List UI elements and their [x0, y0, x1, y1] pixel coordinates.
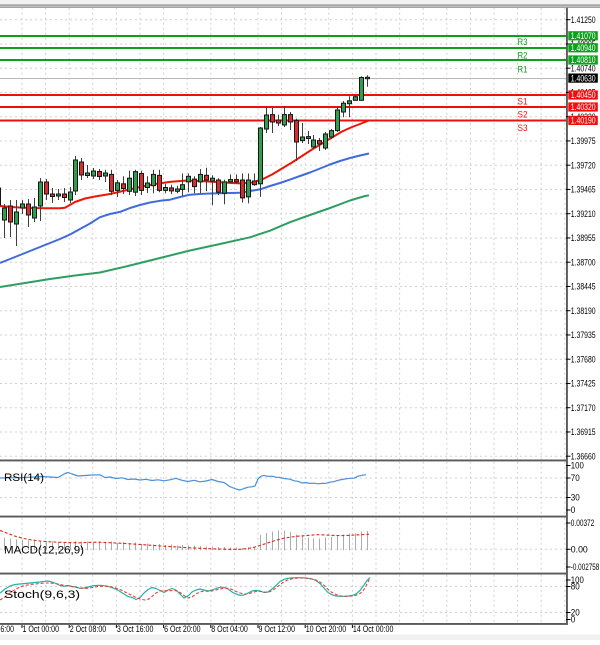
svg-text:3 Oct 16:00: 3 Oct 16:00	[117, 624, 153, 634]
svg-text:1.37680: 1.37680	[571, 354, 596, 364]
svg-text:6 Oct 20:00: 6 Oct 20:00	[164, 624, 201, 634]
svg-text:1.39210: 1.39210	[571, 209, 596, 219]
svg-text:1.39465: 1.39465	[571, 185, 596, 195]
svg-text:1.36660: 1.36660	[571, 451, 596, 461]
svg-text:20: 20	[571, 608, 580, 618]
svg-text:1.36915: 1.36915	[571, 427, 596, 437]
svg-text:0.00: 0.00	[571, 545, 588, 555]
svg-text:S3: S3	[518, 123, 528, 134]
svg-text:100: 100	[571, 575, 584, 585]
svg-text:S1: S1	[518, 97, 528, 108]
svg-text:1.41070: 1.41070	[571, 31, 596, 41]
svg-text:1.38190: 1.38190	[571, 306, 596, 316]
svg-text:1.38700: 1.38700	[571, 257, 596, 267]
svg-text:R3: R3	[518, 37, 528, 48]
svg-text:1.40940: 1.40940	[571, 43, 596, 53]
svg-text:70: 70	[571, 473, 580, 483]
svg-text:100: 100	[571, 461, 584, 471]
svg-text:1.40450: 1.40450	[571, 90, 596, 100]
svg-text:16:00: 16:00	[0, 624, 14, 634]
svg-text:0.00372: 0.00372	[571, 518, 595, 528]
svg-text:10 Oct 20:00: 10 Oct 20:00	[306, 624, 347, 634]
svg-text:2 Oct 08:00: 2 Oct 08:00	[70, 624, 107, 634]
svg-text:0: 0	[571, 505, 576, 515]
svg-text:Stoch(9,6,3): Stoch(9,6,3)	[4, 589, 80, 601]
svg-text:1.37425: 1.37425	[571, 379, 596, 389]
svg-text:1.38955: 1.38955	[571, 233, 596, 243]
svg-text:1.40630: 1.40630	[571, 73, 596, 83]
svg-text:S2: S2	[518, 110, 528, 121]
svg-text:1.39720: 1.39720	[571, 160, 596, 170]
svg-text:1.37170: 1.37170	[571, 403, 596, 413]
svg-text:8 Oct 04:00: 8 Oct 04:00	[211, 624, 248, 634]
svg-text:1.40320: 1.40320	[571, 102, 596, 112]
svg-text:1.41250: 1.41250	[571, 15, 596, 25]
svg-text:1 Oct 00:00: 1 Oct 00:00	[23, 624, 60, 634]
svg-text:1.40740: 1.40740	[571, 63, 596, 73]
svg-text:0: 0	[571, 615, 576, 625]
svg-text:1.38445: 1.38445	[571, 282, 596, 292]
svg-text:RSI(14): RSI(14)	[4, 472, 44, 484]
svg-text:14 Oct 00:00: 14 Oct 00:00	[353, 624, 394, 634]
svg-text:1.39975: 1.39975	[571, 136, 596, 146]
svg-text:30: 30	[571, 493, 580, 503]
svg-text:1.40190: 1.40190	[571, 116, 596, 126]
svg-text:-0.002758: -0.002758	[571, 562, 600, 572]
svg-text:R2: R2	[518, 51, 528, 62]
svg-text:9 Oct 12:00: 9 Oct 12:00	[259, 624, 296, 634]
svg-text:MACD(12,26,9): MACD(12,26,9)	[4, 544, 84, 556]
svg-text:1.37935: 1.37935	[571, 330, 596, 340]
svg-text:R1: R1	[518, 65, 528, 76]
svg-text:1.40810: 1.40810	[571, 55, 596, 65]
svg-text:80: 80	[571, 582, 580, 592]
